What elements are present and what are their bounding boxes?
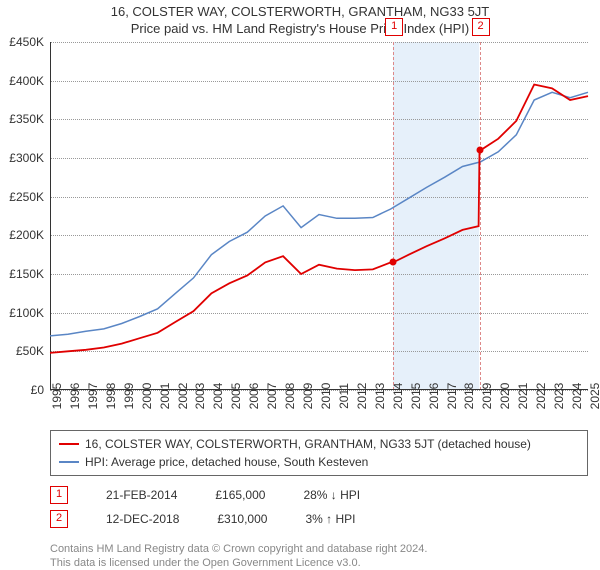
footer-text: Contains HM Land Registry data © Crown c… xyxy=(50,542,427,570)
chart-title: 16, COLSTER WAY, COLSTERWORTH, GRANTHAM,… xyxy=(0,0,600,19)
y-tick-label: £100K xyxy=(9,306,44,320)
sale-price: £165,000 xyxy=(215,488,265,502)
legend-item: HPI: Average price, detached house, Sout… xyxy=(59,453,579,471)
series-price xyxy=(50,85,588,353)
plot-area: £0£50K£100K£150K£200K£250K£300K£350K£400… xyxy=(50,42,588,390)
y-tick-label: £50K xyxy=(16,344,44,358)
sale-date: 12-DEC-2018 xyxy=(106,512,179,526)
sale-callout: 2 xyxy=(472,18,490,36)
y-tick-label: £400K xyxy=(9,74,44,88)
sale-marker xyxy=(390,259,397,266)
sale-index-box: 2 xyxy=(50,510,68,528)
y-tick-label: £0 xyxy=(31,383,44,397)
x-tick-label: 2025 xyxy=(588,383,600,410)
y-tick-label: £350K xyxy=(9,112,44,126)
y-tick-label: £450K xyxy=(9,35,44,49)
sale-marker xyxy=(476,147,483,154)
sale-delta: 28% ↓ HPI xyxy=(303,488,360,502)
legend-item: 16, COLSTER WAY, COLSTERWORTH, GRANTHAM,… xyxy=(59,435,579,453)
sale-price: £310,000 xyxy=(217,512,267,526)
sale-row: 1 21-FEB-2014 £165,000 28% ↓ HPI xyxy=(50,486,360,504)
legend-swatch xyxy=(59,443,79,445)
chart-container: 16, COLSTER WAY, COLSTERWORTH, GRANTHAM,… xyxy=(0,0,600,560)
legend-swatch xyxy=(59,461,79,463)
sale-date: 21-FEB-2014 xyxy=(106,488,177,502)
sale-index-box: 1 xyxy=(50,486,68,504)
footer-line: This data is licensed under the Open Gov… xyxy=(50,556,427,570)
y-tick-label: £150K xyxy=(9,267,44,281)
line-chart-svg xyxy=(50,42,588,390)
footer-line: Contains HM Land Registry data © Crown c… xyxy=(50,542,427,556)
legend-label: HPI: Average price, detached house, Sout… xyxy=(85,453,368,471)
y-tick-label: £250K xyxy=(9,190,44,204)
sale-delta: 3% ↑ HPI xyxy=(305,512,355,526)
y-tick-label: £200K xyxy=(9,228,44,242)
sale-row: 2 12-DEC-2018 £310,000 3% ↑ HPI xyxy=(50,510,355,528)
y-tick-label: £300K xyxy=(9,151,44,165)
chart-subtitle: Price paid vs. HM Land Registry's House … xyxy=(0,19,600,36)
legend-label: 16, COLSTER WAY, COLSTERWORTH, GRANTHAM,… xyxy=(85,435,531,453)
sale-callout: 1 xyxy=(385,18,403,36)
legend-box: 16, COLSTER WAY, COLSTERWORTH, GRANTHAM,… xyxy=(50,430,588,476)
